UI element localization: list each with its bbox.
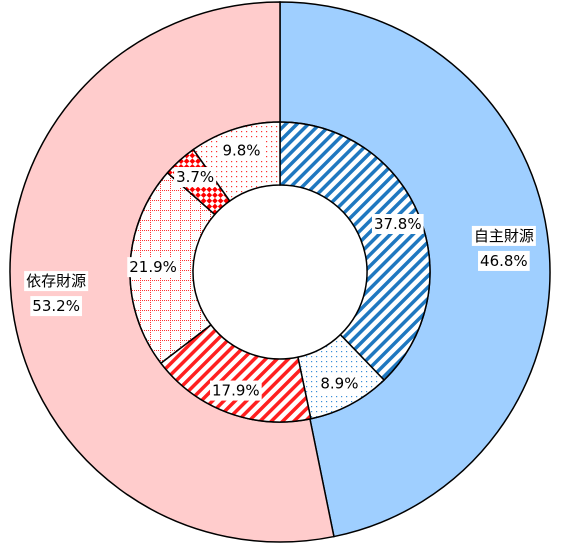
label-background: [220, 140, 263, 161]
value-label: 37.8%: [374, 215, 422, 233]
label-background: [24, 271, 89, 292]
category-label: 依存財源: [26, 272, 86, 290]
label-background: [478, 250, 530, 271]
label-background: [30, 296, 82, 317]
value-label: 9.8%: [222, 141, 260, 159]
label-background: [174, 167, 217, 188]
value-label: 8.9%: [320, 375, 358, 393]
label-background: [210, 380, 262, 401]
value-label: 17.9%: [212, 382, 260, 400]
value-label: 46.8%: [480, 252, 528, 270]
label-background: [371, 214, 424, 235]
wedge: [279, 121, 431, 382]
category-label: 自主財源: [474, 227, 534, 245]
label-background: [471, 225, 536, 246]
label-background: [318, 373, 361, 394]
label-background: [127, 257, 179, 278]
value-label: 3.7%: [176, 168, 214, 186]
value-label: 21.9%: [129, 258, 177, 276]
value-label: 53.2%: [32, 297, 80, 315]
